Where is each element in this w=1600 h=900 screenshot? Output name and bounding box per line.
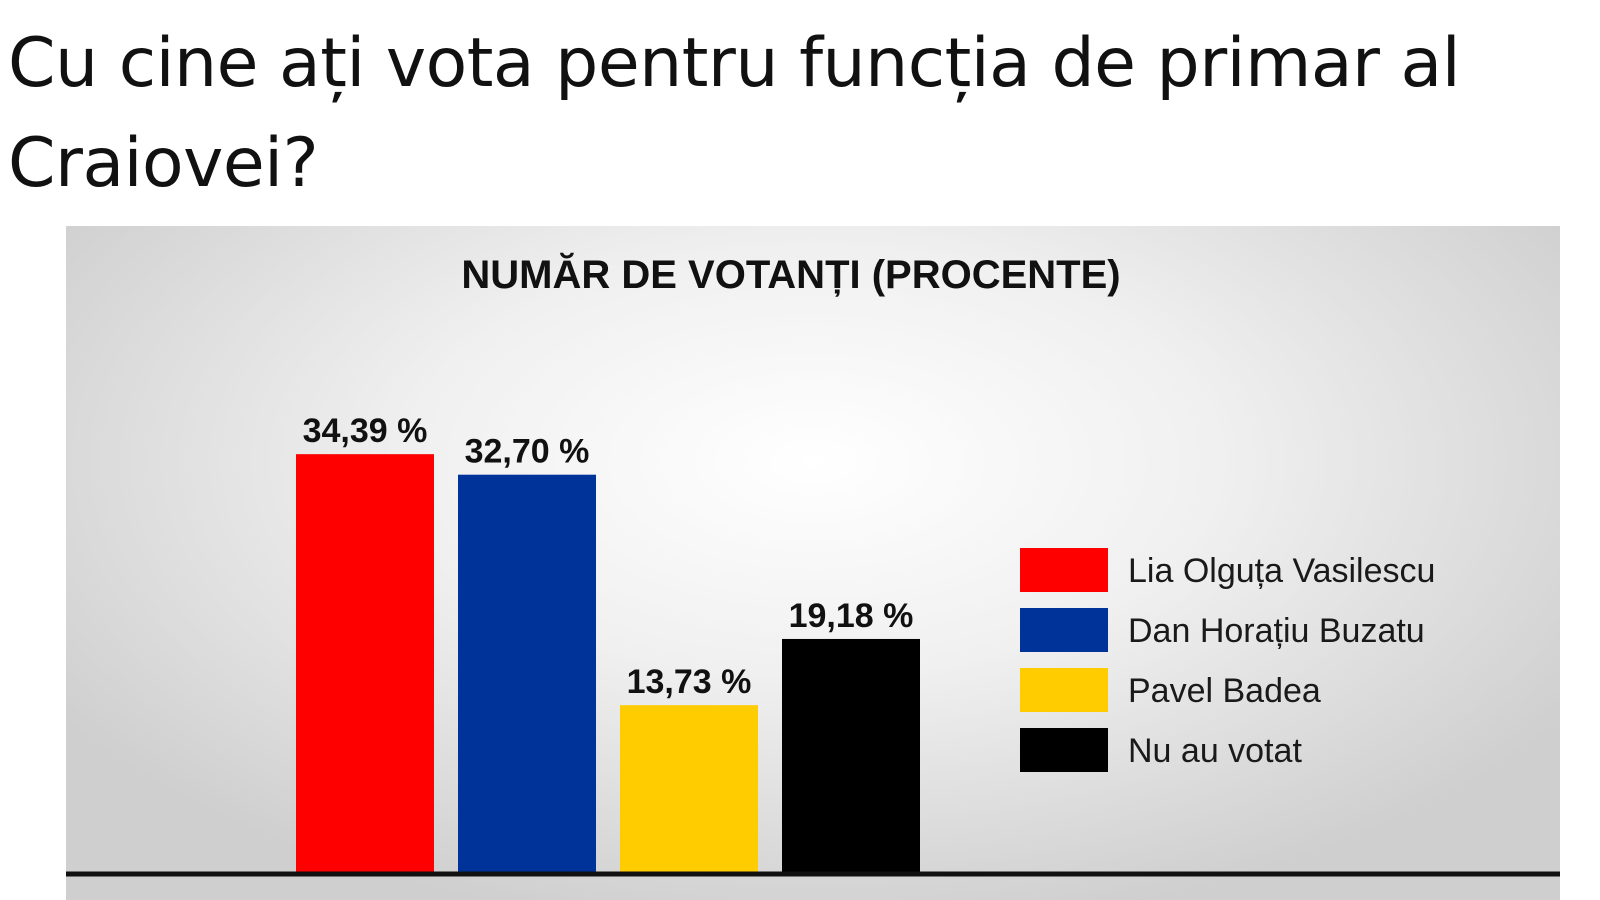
bar-chart: NUMĂR DE VOTANȚI (PROCENTE) 34,39 % 32,70… (66, 226, 1560, 900)
legend-swatch-3 (1020, 668, 1108, 712)
data-labels-group: 34,39 % 32,70 % 13,73 % 19,18 % (303, 412, 914, 701)
data-label-3: 13,73 % (627, 663, 752, 701)
legend: Lia Olguța Vasilescu Dan Horațiu Buzatu Pa… (1020, 548, 1435, 772)
legend-label-3: Pavel Badea (1128, 672, 1321, 710)
bar-2 (458, 474, 596, 872)
bar-4 (782, 638, 920, 872)
legend-label-2: Dan Horațiu Buzatu (1128, 612, 1425, 650)
data-label-4: 19,18 % (789, 597, 914, 635)
data-label-2: 32,70 % (465, 433, 590, 471)
legend-swatch-1 (1020, 548, 1108, 592)
chart-canvas: NUMĂR DE VOTANȚI (PROCENTE) 34,39 % 32,70… (66, 252, 1560, 877)
legend-label-1: Lia Olguța Vasilescu (1128, 552, 1435, 590)
legend-swatch-2 (1020, 608, 1108, 652)
question-title: Cu cine ați vota pentru funcția de prima… (8, 24, 1461, 203)
data-label-1: 34,39 % (303, 412, 428, 450)
bars-group (296, 454, 920, 872)
bar-1 (296, 454, 434, 872)
bar-3 (620, 705, 758, 872)
chart-title: NUMĂR DE VOTANȚI (PROCENTE) (461, 252, 1120, 297)
legend-swatch-4 (1020, 728, 1108, 772)
legend-label-4: Nu au votat (1128, 732, 1302, 770)
